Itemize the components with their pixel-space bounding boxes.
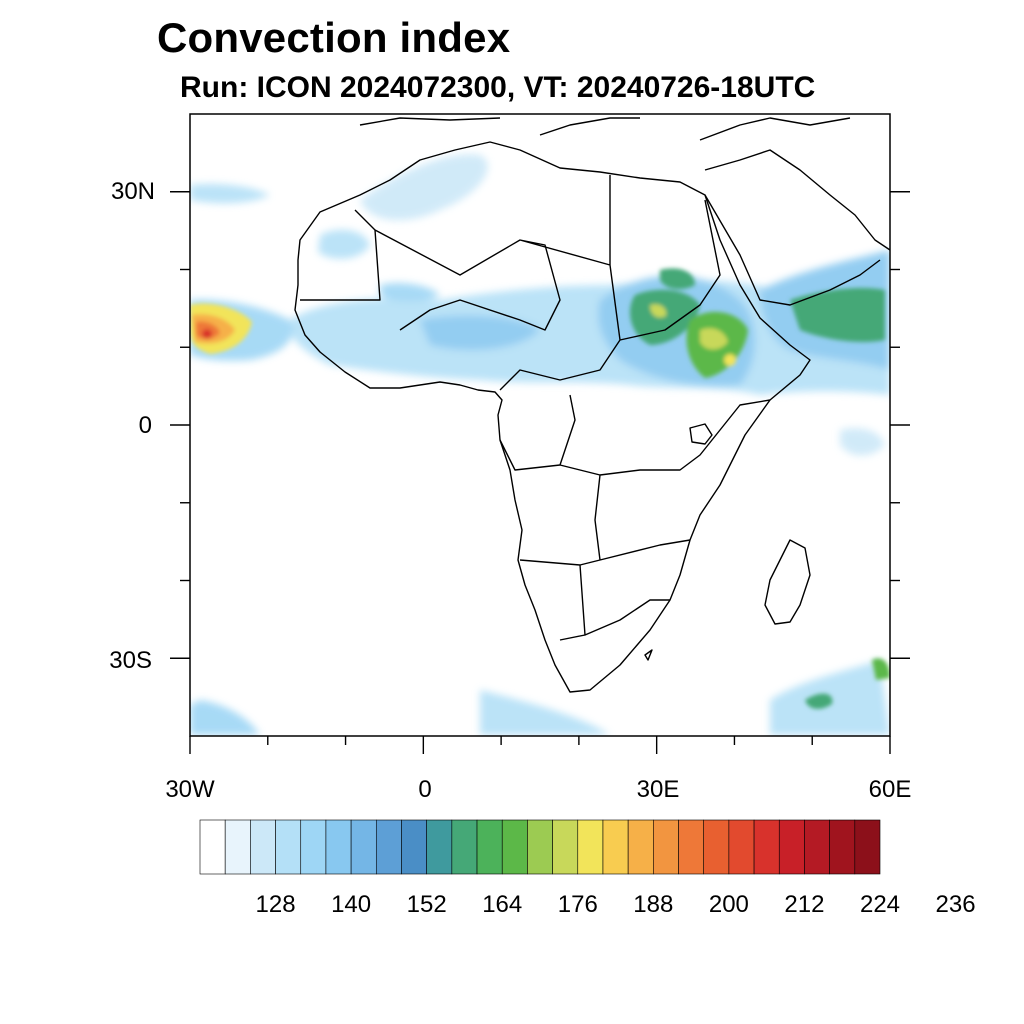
lon-label-30w: 30W: [165, 776, 215, 803]
colorbar-tick-label: 176: [558, 891, 598, 918]
map-frame: [189, 113, 891, 737]
colorbar-swatch: [602, 819, 629, 875]
coastlines: [294, 117, 890, 693]
colorbar-swatch: [778, 819, 805, 875]
colorbar: [199, 819, 881, 875]
colorbar-swatch: [854, 819, 881, 875]
colorbar-labels: 128 140 152 164 176 188 200 212 224 236: [256, 891, 976, 918]
colorbar-swatch: [527, 819, 553, 875]
lat-label-30s: 30S: [109, 647, 152, 674]
colorbar-swatch: [804, 819, 830, 875]
colorbar-swatch: [375, 819, 402, 875]
lon-label-60e: 60E: [869, 776, 912, 803]
lat-label-30n: 30N: [111, 178, 155, 205]
colorbar-tick-label: 128: [256, 891, 296, 918]
colorbar-swatch: [325, 819, 352, 875]
colorbar-tick-label: 164: [482, 891, 522, 918]
colorbar-swatch: [829, 819, 856, 875]
colorbar-tick-label: 224: [860, 891, 900, 918]
colorbar-swatch: [426, 819, 453, 875]
colorbar-swatch: [627, 819, 654, 875]
colorbar-swatch: [753, 819, 780, 875]
colorbar-swatch: [275, 819, 302, 875]
chart-subtitle: Run: ICON 2024072300, VT: 20240726-18UTC: [180, 71, 816, 104]
colorbar-swatch: [728, 819, 755, 875]
colorbar-swatch: [501, 819, 528, 875]
colorbar-swatch: [300, 819, 327, 875]
lon-label-30e: 30E: [637, 776, 680, 803]
convection-field: [190, 154, 890, 735]
colorbar-swatch: [577, 819, 604, 875]
colorbar-swatch: [224, 819, 251, 875]
lon-label-0: 0: [418, 776, 431, 803]
lat-label-eq: 0: [139, 412, 152, 439]
colorbar-swatch: [401, 819, 427, 875]
axis-ticks: [170, 191, 910, 754]
colorbar-swatch: [476, 819, 503, 875]
colorbar-tick-label: 200: [709, 891, 749, 918]
colorbar-swatch: [451, 819, 478, 875]
colorbar-tick-label: 152: [407, 891, 447, 918]
colorbar-swatch: [552, 819, 579, 875]
colorbar-tick-label: 188: [633, 891, 673, 918]
colorbar-tick-label: 140: [331, 891, 371, 918]
chart-title: Convection index: [157, 14, 511, 61]
colorbar-swatch: [703, 819, 730, 875]
colorbar-swatch: [653, 819, 679, 875]
colorbar-swatch: [678, 819, 705, 875]
colorbar-tick-label: 212: [784, 891, 824, 918]
colorbar-swatch: [350, 819, 377, 875]
colorbar-swatch: [250, 819, 276, 875]
colorbar-tick-label: 236: [936, 891, 976, 918]
colorbar-swatch: [199, 819, 226, 875]
